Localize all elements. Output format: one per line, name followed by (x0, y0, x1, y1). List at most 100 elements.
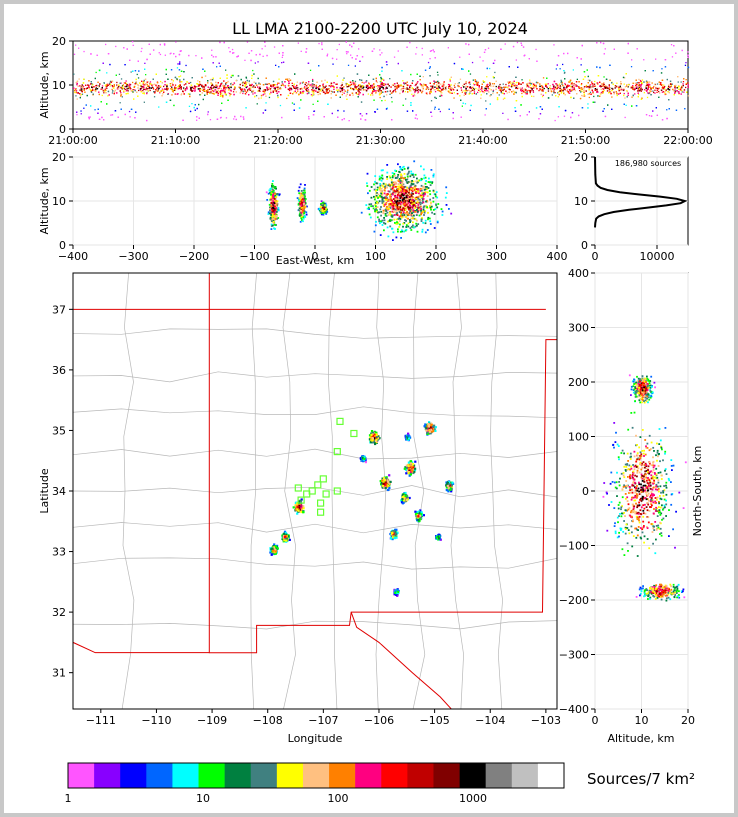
lightning-source (106, 84, 109, 86)
lightning-source (402, 104, 404, 106)
lightning-source (190, 89, 193, 92)
lightning-source (356, 73, 359, 75)
lightning-source (594, 85, 596, 87)
lightning-source (343, 110, 345, 112)
lightning-source (450, 76, 452, 78)
lightning-source (211, 79, 214, 81)
lightning-source (225, 82, 227, 84)
lightning-source (203, 86, 205, 88)
lightning-source (394, 85, 396, 88)
lightning-source (563, 115, 566, 117)
lightning-source (288, 82, 290, 84)
lightning-source (575, 84, 577, 86)
lightning-source (636, 86, 638, 88)
lightning-source (204, 84, 207, 86)
lightning-source (196, 86, 198, 88)
lightning-source (102, 88, 104, 90)
lightning-source (78, 47, 80, 49)
lightning-source (569, 80, 571, 82)
lightning-source (263, 91, 266, 93)
lightning-source (123, 47, 125, 49)
lightning-source (451, 92, 453, 94)
lightning-source (146, 83, 148, 86)
lightning-source (543, 87, 545, 90)
lightning-source (663, 84, 665, 86)
lightning-source (639, 79, 642, 82)
lightning-source (212, 62, 214, 64)
lightning-source (142, 81, 144, 84)
lightning-source (158, 106, 160, 108)
lightning-source (627, 94, 629, 96)
lightning-source (349, 44, 351, 46)
lightning-source (281, 56, 283, 58)
lightning-source (210, 88, 212, 91)
lightning-source (311, 91, 314, 93)
lightning-source (574, 89, 576, 92)
lightning-source (469, 86, 471, 88)
lightning-source (116, 81, 118, 84)
lightning-source (660, 84, 663, 86)
lightning-source (670, 84, 672, 87)
lightning-source (171, 79, 173, 81)
lightning-source (291, 82, 293, 84)
lightning-source (619, 89, 621, 91)
lightning-source (251, 77, 253, 79)
lightning-source (127, 92, 129, 95)
lightning-source (225, 69, 227, 71)
lightning-source (361, 56, 364, 58)
lightning-source (580, 84, 582, 86)
lightning-source (230, 86, 232, 89)
lightning-source (480, 94, 482, 96)
lightning-source (340, 85, 342, 87)
lightning-source (143, 88, 145, 90)
lightning-source (318, 42, 320, 45)
lightning-source (389, 90, 391, 92)
lightning-source (677, 76, 679, 78)
lightning-source (302, 90, 305, 93)
lightning-source (442, 85, 444, 87)
lightning-source (315, 84, 317, 87)
lightning-source (132, 44, 134, 46)
lightning-source (457, 83, 459, 85)
lightning-source (153, 83, 156, 85)
lightning-source (583, 89, 585, 91)
lightning-source (75, 44, 77, 46)
lightning-source (209, 119, 212, 121)
lightning-source (259, 90, 261, 92)
lightning-source (352, 80, 354, 82)
lightning-source (681, 85, 683, 88)
lightning-source (354, 86, 356, 88)
lightning-source (305, 89, 308, 92)
lightning-source (550, 90, 552, 92)
lightning-source (520, 42, 522, 44)
lightning-source (681, 86, 683, 89)
lightning-source (202, 85, 204, 87)
lightning-source (663, 88, 665, 90)
lightning-source (485, 87, 488, 89)
lightning-source (653, 91, 655, 94)
lightning-source (393, 56, 396, 58)
lightning-source (640, 80, 642, 83)
lightning-source (382, 82, 384, 85)
lightning-source (199, 90, 201, 92)
lightning-source (592, 92, 594, 94)
lightning-source (636, 82, 638, 84)
lightning-source (164, 80, 166, 83)
lightning-source (383, 79, 385, 81)
lightning-source (349, 81, 352, 83)
lightning-source (252, 89, 255, 92)
lightning-source (243, 118, 245, 120)
lightning-source (618, 89, 620, 92)
lightning-source (160, 90, 162, 92)
lightning-source (111, 114, 114, 116)
lightning-source (297, 42, 299, 44)
lightning-source (336, 75, 338, 77)
lightning-source (489, 88, 491, 90)
lightning-source (675, 52, 677, 54)
lightning-source (571, 85, 573, 88)
lightning-source (308, 81, 310, 83)
lightning-source (367, 86, 369, 88)
lightning-source (300, 99, 302, 101)
lightning-source (431, 115, 433, 117)
lightning-source (312, 87, 314, 89)
